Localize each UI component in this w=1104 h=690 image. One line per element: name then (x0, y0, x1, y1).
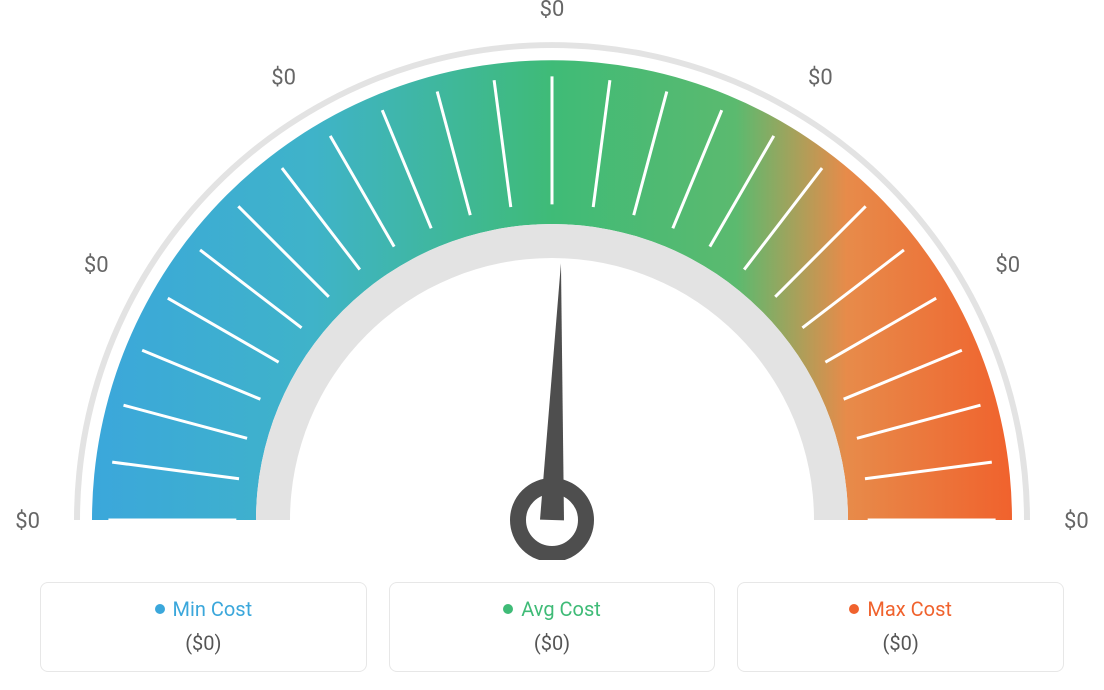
legend-value: ($0) (748, 631, 1053, 655)
cost-gauge-widget: { "gauge": { "type": "semicircle-gauge",… (0, 0, 1104, 690)
gauge-tick-label: $0 (808, 66, 833, 91)
legend-label-row: Max Cost (748, 597, 1053, 621)
legend-row: Min Cost ($0) Avg Cost ($0) Max Cost ($0) (40, 582, 1064, 672)
gauge-tick-label: $0 (271, 66, 296, 91)
gauge-tick-label: $0 (1064, 509, 1089, 534)
legend-label: Min Cost (173, 597, 253, 621)
legend-card-min: Min Cost ($0) (40, 582, 367, 672)
legend-card-avg: Avg Cost ($0) (389, 582, 716, 672)
gauge-tick-label: $0 (84, 253, 109, 278)
legend-dot-avg (503, 604, 513, 614)
legend-label: Avg Cost (521, 597, 601, 621)
legend-label-row: Avg Cost (400, 597, 705, 621)
gauge-tick-label: $0 (995, 253, 1020, 278)
gauge-svg: $0 $0 $0 $0 $0 $0 $0 (0, 0, 1104, 560)
legend-dot-min (155, 604, 165, 614)
legend-card-max: Max Cost ($0) (737, 582, 1064, 672)
legend-label-row: Min Cost (51, 597, 356, 621)
legend-value: ($0) (400, 631, 705, 655)
legend-value: ($0) (51, 631, 356, 655)
legend-label: Max Cost (867, 597, 952, 621)
legend-dot-max (849, 604, 859, 614)
gauge-tick-label: $0 (15, 509, 40, 534)
gauge-tick-label: $0 (540, 0, 565, 22)
gauge-area: $0 $0 $0 $0 $0 $0 $0 (0, 0, 1104, 560)
